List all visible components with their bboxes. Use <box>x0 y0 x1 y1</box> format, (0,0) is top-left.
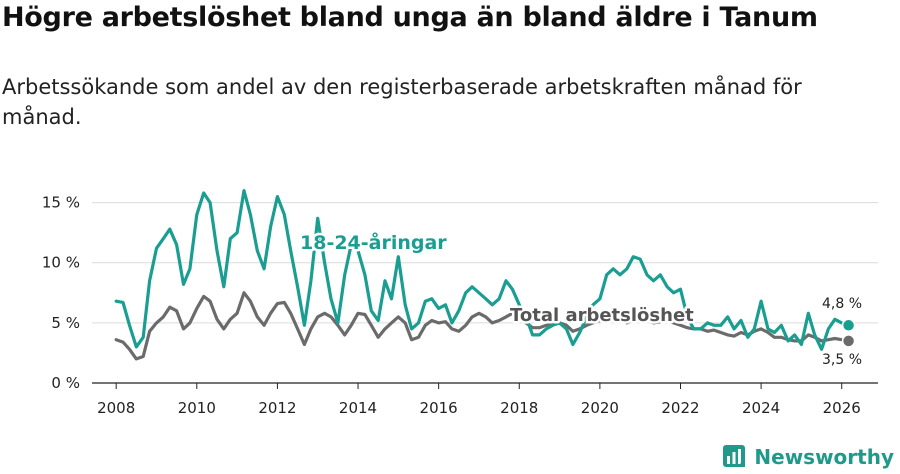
x-tick-label: 2018 <box>500 399 538 417</box>
label-halo: 18-24-åringar <box>300 230 447 254</box>
x-tick-label: 2020 <box>581 399 619 417</box>
x-tick-label: 2026 <box>823 399 861 417</box>
series-youth-end-label: 4,8 %4,8 % <box>819 294 864 315</box>
series-layer <box>114 189 856 361</box>
label-halo: 3,5 % <box>822 352 862 368</box>
series-youth-end-point <box>841 318 856 333</box>
x-tick-label: 2010 <box>178 399 216 417</box>
x-tick-label: 2014 <box>339 399 377 417</box>
series-total-end-point <box>841 334 856 348</box>
series-total-label-text: Total arbetslöshet <box>510 305 694 326</box>
series-total-line <box>114 291 851 361</box>
x-tick-label: 2016 <box>420 399 458 417</box>
x-tick-label: 2012 <box>258 399 296 417</box>
series-total-end-label: 3,5 %3,5 % <box>819 350 864 371</box>
y-tick-label: 0 % <box>51 374 80 392</box>
grid-layer <box>92 202 878 384</box>
y-tick-label: 5 % <box>51 314 80 332</box>
series-total-end-label-text: 3,5 % <box>822 352 862 368</box>
y-tick-label: 15 % <box>42 194 80 212</box>
axis-layer: 0 % 5 % 10 % 15 % 2008 2010 2012 2014 2016 2018 20… <box>42 194 861 417</box>
brand: Newsworthy <box>722 444 894 470</box>
y-tick-label: 10 % <box>42 254 80 272</box>
label-halo: 4,8 % <box>822 296 862 312</box>
x-tick-label: 2022 <box>661 399 699 417</box>
x-tick-label: 2008 <box>97 399 135 417</box>
label-halo: Total arbetslöshet <box>510 305 694 326</box>
newsworthy-logo-icon <box>723 445 746 467</box>
chart-title: Högre arbetslöshet bland unga än bland ä… <box>2 2 818 33</box>
brand-name: Newsworthy <box>754 445 894 469</box>
x-tick-label: 2024 <box>742 399 780 417</box>
series-youth-line <box>114 189 851 351</box>
series-youth-end-label-text: 4,8 % <box>822 296 862 312</box>
chart-subtitle: Arbetssökande som andel av den registerb… <box>2 75 802 129</box>
series-youth-label-text: 18-24-åringar <box>300 230 447 254</box>
